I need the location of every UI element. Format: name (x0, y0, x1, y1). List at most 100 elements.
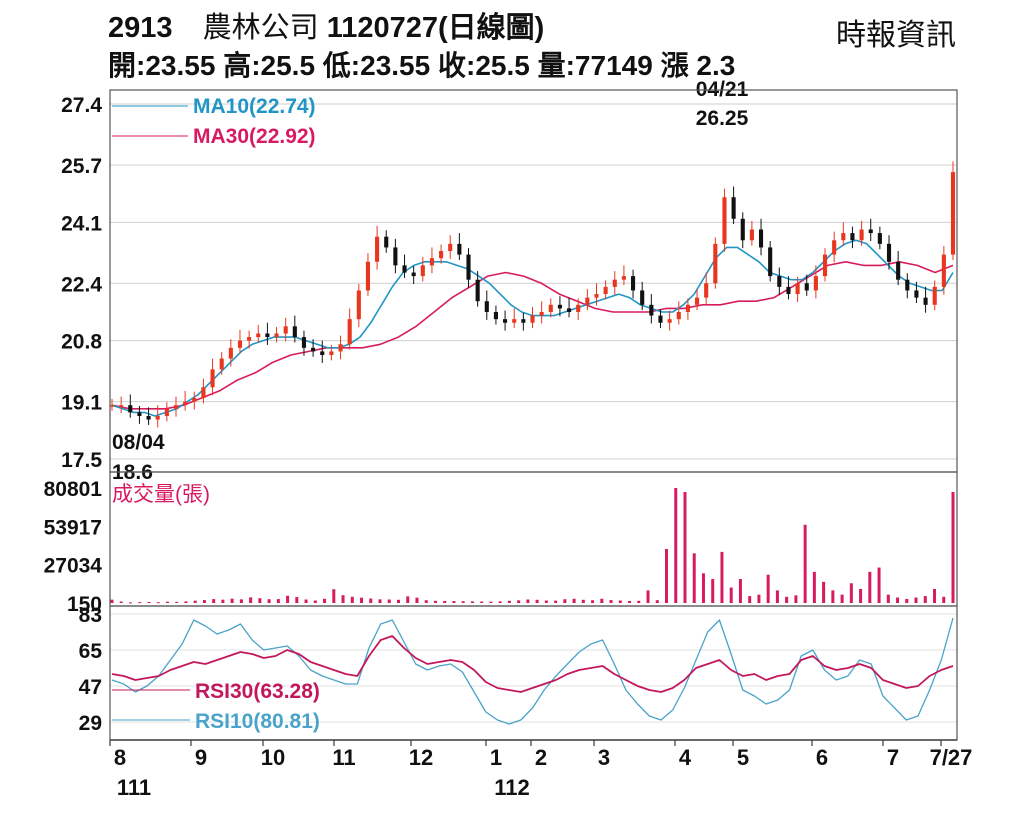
volume-bar (711, 578, 715, 603)
open-value: 23.55 (145, 50, 216, 81)
candle-body (758, 229, 764, 248)
volume-bar (480, 601, 484, 603)
volume-bar (360, 597, 364, 603)
volume-bar (175, 601, 179, 603)
volume-bar (840, 594, 844, 603)
candle-body (740, 218, 745, 241)
volume-bar (628, 600, 632, 603)
rsi30-legend-label: RSI30(63.28) (195, 680, 320, 703)
candle-body (749, 229, 754, 241)
volume-bar (110, 599, 114, 603)
volume-bar (683, 491, 687, 603)
ma30-legend-label: MA30(22.92) (193, 125, 316, 148)
volume-bar (544, 600, 548, 603)
x-month-label: 5 (737, 745, 749, 770)
volume-bar (452, 601, 456, 603)
volume-bar (387, 599, 391, 603)
candle-body (530, 315, 535, 323)
candle-body (146, 415, 151, 420)
candle-body (411, 272, 416, 277)
rsi-y-tick: 83 (79, 604, 102, 627)
candle-body (384, 236, 389, 248)
rsi-y-tick: 47 (79, 676, 102, 699)
volume-bar (332, 589, 336, 603)
price-y-tick: 17.5 (61, 449, 102, 472)
candle-body (649, 304, 654, 316)
rsi10-line (111, 617, 954, 725)
x-year-label: 111 (117, 775, 151, 800)
candle-body (347, 319, 352, 345)
volume-bar (470, 601, 474, 603)
candle-body (265, 333, 270, 338)
volume-bar (119, 601, 123, 603)
ma30-line (111, 260, 954, 410)
volume-bar (323, 598, 327, 603)
change-label: 漲 (660, 50, 689, 81)
candle-body (557, 304, 562, 309)
candle-body (283, 326, 288, 334)
candle-body (466, 254, 471, 280)
volume-bar (212, 599, 216, 603)
volume-bar (692, 553, 696, 603)
candle-body (722, 197, 727, 244)
candle-body (539, 311, 544, 316)
volume-bar (286, 595, 290, 603)
volume-bar (526, 599, 530, 603)
candle-body (109, 405, 115, 407)
volume-bar (849, 583, 853, 603)
high-value: 25.5 (260, 50, 316, 81)
change-value: 2.3 (696, 50, 736, 81)
volume-bar (156, 602, 160, 604)
candle-body (512, 319, 517, 323)
volume-bar (304, 599, 308, 603)
chart-date-label: 1120727(日線圖) (326, 12, 545, 44)
candle-body (950, 172, 956, 255)
volume-y-tick: 80801 (44, 478, 103, 501)
volume-bar (498, 601, 502, 603)
volume-bar (729, 587, 733, 603)
volume-bar (803, 524, 807, 603)
volume-y-tick: 53917 (44, 516, 102, 539)
candle-body (822, 254, 828, 277)
volume-bar (489, 601, 493, 603)
panel-frame (109, 605, 958, 741)
candle-body (164, 408, 169, 416)
volume-bar (507, 600, 511, 603)
candle-body (356, 290, 361, 320)
volume-bar (517, 600, 521, 603)
volume-bar (923, 596, 927, 603)
ohlc-summary: 開:23.55 高:25.5 低:23.55 收:25.5 量:77149 漲 … (108, 44, 735, 84)
candle-body (932, 286, 937, 305)
rsi-lines (111, 617, 954, 725)
rsi-legend: RSI30(63.28) RSI10(80.81) (112, 680, 320, 733)
candle-body (128, 405, 133, 413)
volume-bar (202, 600, 206, 603)
volume-bar (701, 573, 705, 603)
volume-title-label: 成交量(張) (112, 483, 210, 506)
candle-body (210, 369, 215, 388)
volume-bar (267, 599, 271, 603)
volume-bar (369, 598, 373, 603)
x-month-label: 10 (261, 745, 285, 770)
volume-bar (341, 595, 345, 603)
price-y-ticks: 27.4 25.7 24.1 22.4 20.8 19.1 17.5 (61, 94, 102, 472)
volume-bar (896, 597, 900, 603)
candle-body (301, 337, 307, 348)
candle-body (813, 276, 818, 291)
x-month-label: 4 (679, 745, 692, 770)
high-label: 高: (223, 50, 261, 81)
rsi10-legend-label: RSI10(80.81) (195, 710, 320, 733)
volume-bar (147, 601, 151, 603)
rsi-y-tick: 29 (79, 712, 102, 735)
candle-body (914, 290, 919, 298)
volume-bar (581, 599, 585, 603)
candle-body (365, 261, 371, 291)
volume-bar (276, 599, 280, 603)
volume-bar (184, 601, 188, 603)
low-annotation-date: 08/04 (112, 431, 165, 454)
volume-bar (249, 597, 253, 603)
candle-body (402, 265, 407, 273)
candle-body (630, 276, 636, 291)
rsi30-line (111, 635, 954, 693)
